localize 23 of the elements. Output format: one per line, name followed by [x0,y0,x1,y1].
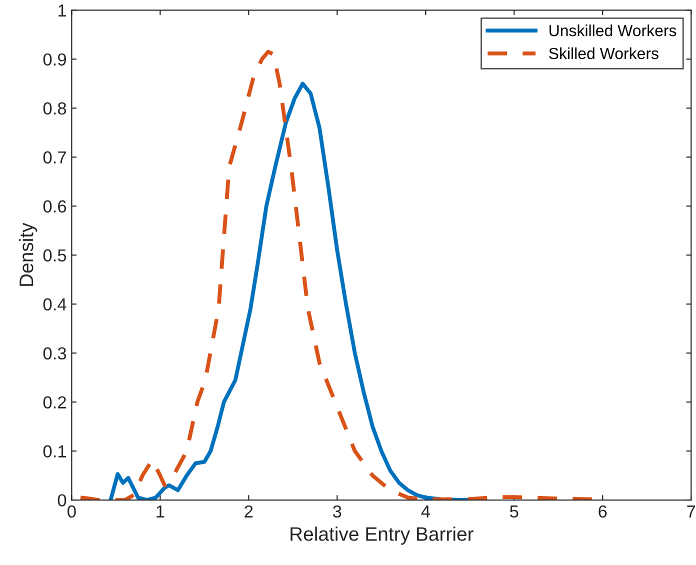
x-tick-label: 1 [156,506,164,518]
y-tick-label: 0.2 [43,396,66,409]
x-tick-label: 7 [687,506,696,518]
y-tick-label: 0.8 [43,102,66,115]
y-tick-label: 0 [58,494,66,506]
x-axis-title: Relative Entry Barrier [290,526,474,545]
y-tick-label: 0.1 [43,445,66,458]
y-axis-title: Density [19,222,38,286]
y-tick-label: 0.4 [43,298,66,311]
y-tick-label: 0.7 [43,151,66,164]
y-tick-label: 1 [58,4,66,16]
y-tick-label: 0.3 [43,347,66,360]
x-tick-label: 4 [421,506,430,518]
x-tick-label: 3 [332,505,342,518]
y-tick-label: 0.6 [43,200,66,213]
y-tick-label: 0.5 [43,249,66,262]
x-tick-label: 6 [598,505,607,518]
legend-label: Unskilled Workers [550,24,676,36]
y-tick-label: 0.9 [43,53,66,66]
x-tick-label: 5 [510,506,518,518]
legend-label: Skilled Workers [549,47,658,60]
x-tick-label: 2 [244,505,253,518]
x-tick-label: 0 [68,505,76,518]
